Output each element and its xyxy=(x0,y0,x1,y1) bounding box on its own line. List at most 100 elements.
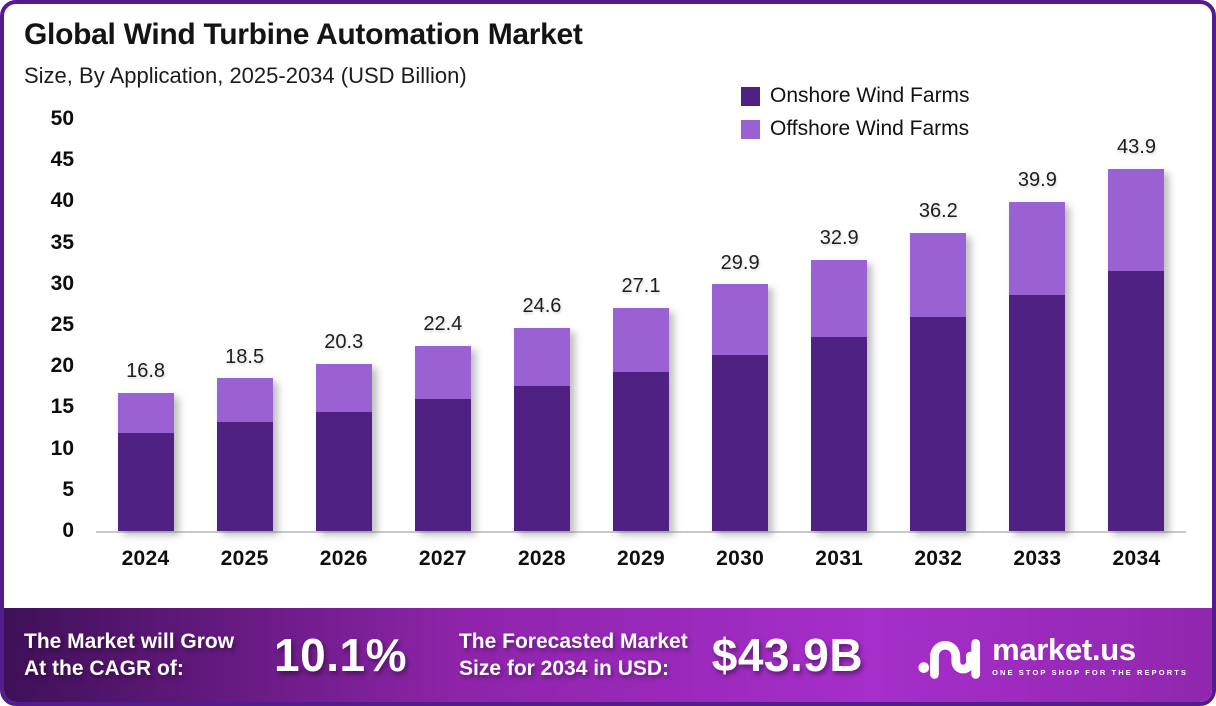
legend-item: Onshore Wind Farms xyxy=(741,84,970,108)
bar-segment xyxy=(513,328,570,386)
bar-segment xyxy=(613,372,670,531)
bar-segment xyxy=(712,284,769,355)
stacked-bar xyxy=(910,233,967,531)
bar-column: 24.6 xyxy=(492,119,591,531)
chart-subtitle: Size, By Application, 2025-2034 (USD Bil… xyxy=(24,63,467,88)
stacked-bar xyxy=(513,328,570,531)
y-tick-label: 35 xyxy=(50,230,74,254)
chart-legend: Onshore Wind Farms Offshore Wind Farms xyxy=(741,84,970,141)
legend-label: Offshore Wind Farms xyxy=(770,117,970,140)
y-tick-label: 30 xyxy=(50,271,74,295)
stacked-bar xyxy=(811,260,868,531)
bar-segment xyxy=(613,308,670,372)
x-axis-label: 2025 xyxy=(220,547,269,570)
y-tick-label: 5 xyxy=(62,477,74,501)
bar-segment xyxy=(315,364,372,412)
x-axis-label: 2034 xyxy=(1112,547,1161,570)
cagr-label-line1: The Market will Grow xyxy=(24,629,235,653)
marketus-logo-icon xyxy=(918,639,981,679)
bar-total-label: 24.6 xyxy=(522,295,562,318)
cagr-label-line2: At the CAGR of: xyxy=(24,657,184,680)
bar-column: 16.8 xyxy=(96,119,195,531)
bar-segment xyxy=(315,412,372,531)
bar-segment xyxy=(1108,169,1165,271)
bar-segment xyxy=(117,393,174,433)
bar-segment xyxy=(1108,271,1165,531)
bar-column: 43.9 xyxy=(1087,119,1186,531)
bar-total-label: 36.2 xyxy=(918,199,958,222)
bar-segment xyxy=(513,386,570,531)
bar-total-label: 32.9 xyxy=(819,226,859,249)
chart-header: Global Wind Turbine Automation Market Si… xyxy=(4,4,1212,140)
bar-column: 20.3 xyxy=(294,119,393,531)
bar-segment xyxy=(910,233,967,317)
legend-item: Offshore Wind Farms xyxy=(741,117,970,141)
bar-segment xyxy=(117,433,174,531)
y-tick-label: 45 xyxy=(50,148,74,172)
brand-tagline: ONE STOP SHOP FOR THE REPORTS xyxy=(992,667,1188,677)
y-tick-label: 20 xyxy=(50,354,74,378)
x-axis-label: 2032 xyxy=(914,547,963,570)
bar-segment xyxy=(712,355,769,531)
x-axis-label: 2024 xyxy=(121,547,170,570)
stacked-bar xyxy=(216,378,273,531)
bar-column: 22.4 xyxy=(393,119,492,531)
bar-segment xyxy=(811,337,868,531)
x-axis-label: 2033 xyxy=(1013,547,1062,570)
x-axis-label: 2030 xyxy=(716,547,765,570)
bar-column: 36.2 xyxy=(889,119,988,531)
y-tick-label: 15 xyxy=(50,395,74,419)
bar-column: 29.9 xyxy=(691,119,790,531)
x-axis-label: 2028 xyxy=(517,547,566,570)
bar-total-label: 27.1 xyxy=(621,274,661,297)
x-axis-label: 2027 xyxy=(418,547,467,570)
bar-segment xyxy=(414,346,471,399)
bar-total-label: 16.8 xyxy=(126,359,166,382)
stacked-bar xyxy=(712,284,769,531)
bar-total-label: 29.9 xyxy=(720,251,760,274)
footer-banner: The Market will Grow At the CAGR of: 10.… xyxy=(4,608,1212,702)
legend-label: Onshore Wind Farms xyxy=(770,84,970,107)
chart-area: 0 5 10 15 20 25 30 35 40 45 50 16.8 18.5 20.3 22.4 24.… xyxy=(18,107,1186,570)
forecast-label-line1: The Forecasted Market xyxy=(458,629,688,653)
bar-segment xyxy=(1009,295,1066,531)
bar-segment xyxy=(910,317,967,531)
y-tick-label: 50 xyxy=(50,107,74,130)
y-tick-label: 0 xyxy=(62,519,74,542)
bar-segment xyxy=(216,422,273,531)
page-title: Global Wind Turbine Automation Market xyxy=(24,18,583,51)
forecast-label-line2: Size for 2034 in USD: xyxy=(458,657,670,680)
bar-column: 18.5 xyxy=(195,119,294,531)
stacked-bar xyxy=(613,308,670,531)
bar-total-label: 39.9 xyxy=(1017,169,1057,192)
bar-total-label: 43.9 xyxy=(1117,136,1156,159)
bar-segment xyxy=(1009,202,1066,295)
x-axis-label: 2029 xyxy=(617,547,665,570)
x-axis-label: 2031 xyxy=(815,547,864,570)
bar-column: 32.9 xyxy=(790,119,889,531)
bar-total-label: 18.5 xyxy=(225,345,265,368)
stacked-bar xyxy=(1108,169,1165,531)
forecast-value: $43.9B xyxy=(711,629,864,681)
stacked-bar xyxy=(315,364,372,531)
bar-column: 39.9 xyxy=(988,119,1087,531)
bar-total-label: 22.4 xyxy=(423,313,463,336)
stacked-bar xyxy=(1009,202,1066,531)
forecast-label: The Forecasted Market Size for 2034 in U… xyxy=(459,628,688,683)
brand-name: market.us xyxy=(992,631,1136,667)
legend-swatch-icon xyxy=(741,86,760,106)
y-tick-label: 10 xyxy=(50,436,74,460)
cagr-value: 10.1% xyxy=(274,629,407,681)
x-axis-label: 2026 xyxy=(319,547,368,570)
bar-segment xyxy=(216,378,273,422)
brand-text: market.us ONE STOP SHOP FOR THE REPORTS xyxy=(992,634,1188,677)
stacked-bar xyxy=(117,393,174,531)
legend-swatch-icon xyxy=(741,119,760,139)
y-tick-label: 25 xyxy=(50,313,74,336)
y-axis: 0 5 10 15 20 25 30 35 40 45 50 xyxy=(18,107,90,542)
cagr-label: The Market will Grow At the CAGR of: xyxy=(24,628,234,683)
marketus-brand: market.us ONE STOP SHOP FOR THE REPORTS xyxy=(918,630,1188,680)
bar-segment xyxy=(811,260,868,337)
bar-total-label: 20.3 xyxy=(324,330,364,353)
